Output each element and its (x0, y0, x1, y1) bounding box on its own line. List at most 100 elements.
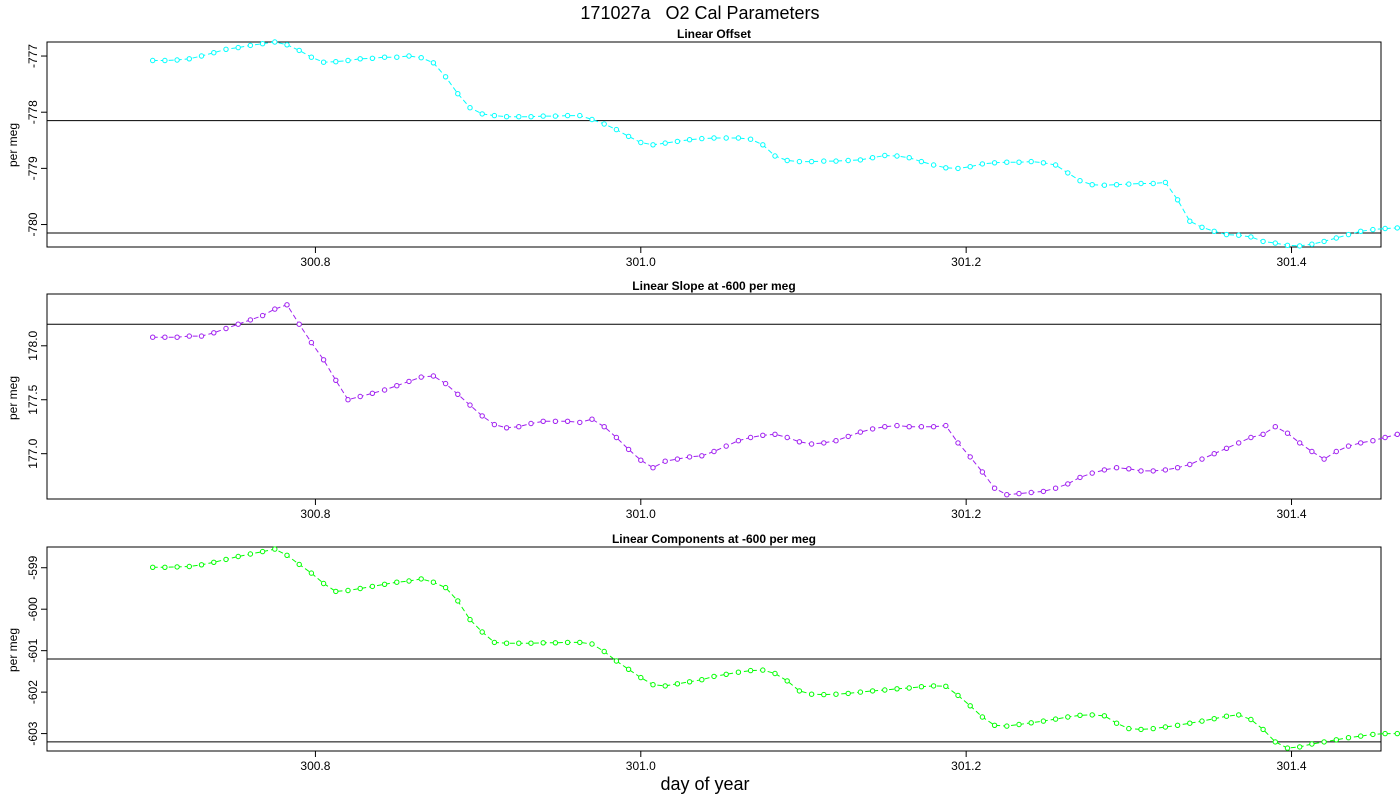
data-point (674, 138, 681, 145)
data-point (442, 584, 449, 591)
data-point (1052, 716, 1059, 722)
data-point (345, 397, 351, 403)
data-point (1113, 720, 1120, 726)
data-point (406, 378, 412, 385)
data-point (1077, 474, 1083, 481)
data-point (247, 551, 254, 557)
data-point (1260, 726, 1266, 733)
data-point (406, 578, 412, 584)
data-point (662, 458, 668, 464)
data-point (1358, 440, 1364, 446)
y-tick-label: -777 (26, 44, 40, 68)
data-point (601, 121, 607, 127)
data-point (1199, 456, 1205, 462)
data-point (552, 113, 559, 119)
data-point (211, 330, 217, 336)
data-point (1321, 739, 1327, 745)
data-point (808, 691, 815, 697)
data-point (1150, 468, 1156, 474)
data-point (528, 640, 534, 646)
panel-title: Linear Components at -600 per meg (612, 532, 816, 546)
data-point (1199, 718, 1205, 724)
data-point (1309, 241, 1315, 247)
data-point (528, 114, 534, 120)
data-point (1162, 179, 1169, 186)
data-point (1016, 721, 1022, 728)
data-point (1297, 440, 1303, 446)
data-point (857, 429, 864, 435)
data-point (1248, 716, 1254, 723)
data-point (223, 325, 229, 332)
data-point (894, 153, 900, 159)
data-point (1138, 468, 1144, 474)
data-point (174, 57, 180, 63)
data-point (455, 391, 461, 397)
data-point (516, 424, 522, 430)
x-tick-label: 301.0 (626, 759, 656, 773)
data-point (479, 111, 485, 117)
y-tick-label: -778 (26, 100, 40, 124)
data-point (162, 334, 168, 340)
data-point (1370, 438, 1376, 444)
data-point (320, 59, 327, 65)
data-point (467, 105, 473, 111)
data-point (308, 54, 315, 60)
data-point (1113, 182, 1120, 188)
data-point (418, 55, 424, 61)
data-point (150, 57, 156, 64)
data-point (186, 563, 193, 570)
data-point (272, 546, 278, 552)
data-point (1174, 197, 1181, 203)
data-point (1223, 445, 1230, 451)
data-point (1138, 726, 1144, 733)
data-point (491, 639, 498, 646)
panel-title: Linear Slope at -600 per meg (632, 279, 795, 293)
data-point (564, 418, 571, 424)
data-point (235, 553, 241, 560)
data-point (723, 135, 729, 141)
data-point (503, 640, 510, 646)
data-point (1174, 465, 1181, 471)
data-point (967, 454, 973, 460)
data-point (1028, 720, 1034, 726)
data-point (894, 686, 900, 692)
data-point (735, 438, 742, 444)
data-point (1248, 434, 1254, 441)
data-point (760, 432, 766, 438)
data-point (272, 39, 278, 45)
data-point (1065, 170, 1071, 176)
data-point (955, 692, 961, 699)
x-tick-label: 301.4 (1277, 759, 1307, 773)
data-point (1174, 722, 1181, 728)
data-point (186, 333, 193, 339)
data-point (589, 116, 595, 123)
data-point (735, 135, 742, 141)
data-point (1333, 448, 1340, 455)
data-point (577, 639, 583, 646)
data-point (1236, 712, 1242, 718)
data-point (723, 671, 729, 677)
panel-linear-components: Linear Components at -600 per meg per me… (6, 532, 1400, 773)
data-point (357, 585, 363, 592)
data-point (467, 402, 473, 408)
data-point (442, 74, 449, 80)
data-point (503, 425, 510, 431)
x-tick-label: 301.4 (1277, 255, 1307, 269)
data-point (1358, 733, 1364, 739)
data-point (796, 439, 803, 445)
data-point (1162, 467, 1169, 473)
data-point (211, 50, 217, 56)
data-point (1040, 488, 1047, 495)
data-point (455, 91, 461, 97)
data-point (1040, 160, 1047, 166)
data-point (174, 564, 180, 570)
data-point (650, 682, 656, 688)
data-point (1321, 456, 1327, 462)
data-point (784, 157, 790, 164)
data-point (1016, 490, 1022, 497)
data-point (1260, 431, 1266, 437)
data-point (1284, 745, 1291, 751)
data-point (930, 683, 937, 689)
data-point (857, 689, 864, 695)
figure-title: 171027a O2 Cal Parameters (580, 3, 820, 23)
